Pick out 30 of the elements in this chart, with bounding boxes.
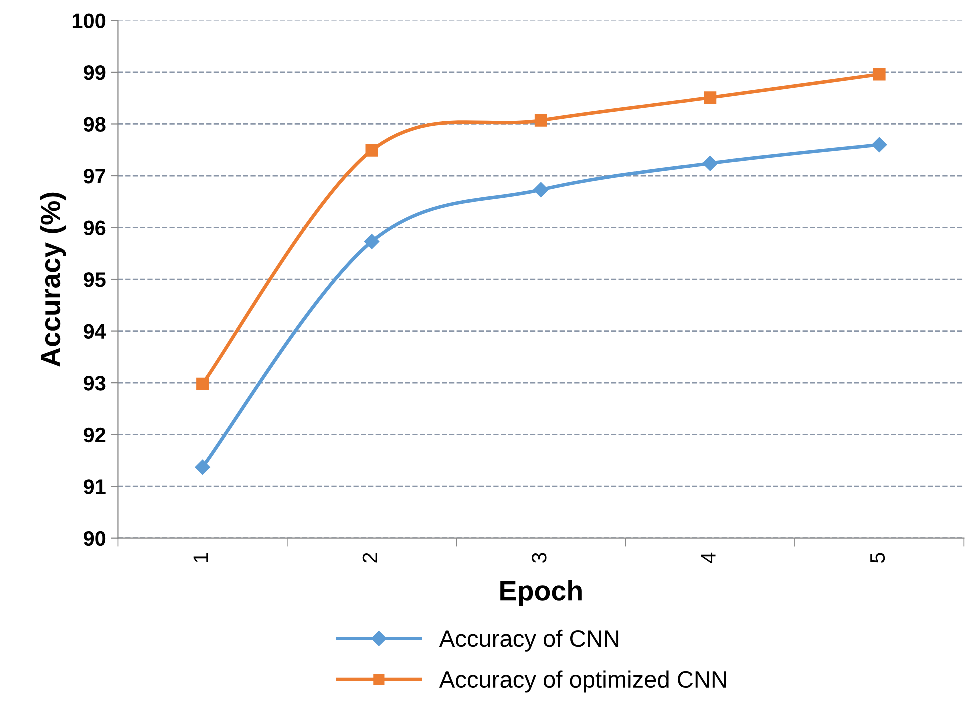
x-tick-label: 4 [701,552,716,564]
point [196,378,210,390]
y-tick-label: 95 [84,272,106,288]
y-tick-label: 92 [84,428,106,443]
point [872,137,888,153]
y-tick-label: 91 [84,480,106,494]
y-tick-label: 90 [84,531,106,546]
x-axis-title: Epoch [500,580,582,606]
x-tick-label: 3 [532,553,547,564]
point [364,234,380,250]
point [534,114,548,127]
y-tick-label: 98 [84,117,106,132]
x-tick-label: 1 [194,553,208,562]
y-tick-label: 93 [84,376,106,391]
point [702,156,718,172]
legend-label: Accuracy of CNN [439,630,619,652]
y-tick-label: 97 [84,169,106,184]
point [195,460,210,476]
point [704,92,717,104]
legend-label: Accuracy of optimized CNN [439,670,726,693]
y-tick-label: 94 [84,324,106,340]
y-tick-label: 100 [72,14,106,28]
point [873,68,886,81]
x-tick-label: 2 [362,553,378,563]
y-tick-label: 99 [84,65,106,80]
point [534,182,549,198]
y-tick-label: 96 [84,220,106,236]
y-axis-title: Accuracy (%) [40,192,66,367]
point [366,144,378,157]
x-tick-label: 5 [870,553,886,563]
